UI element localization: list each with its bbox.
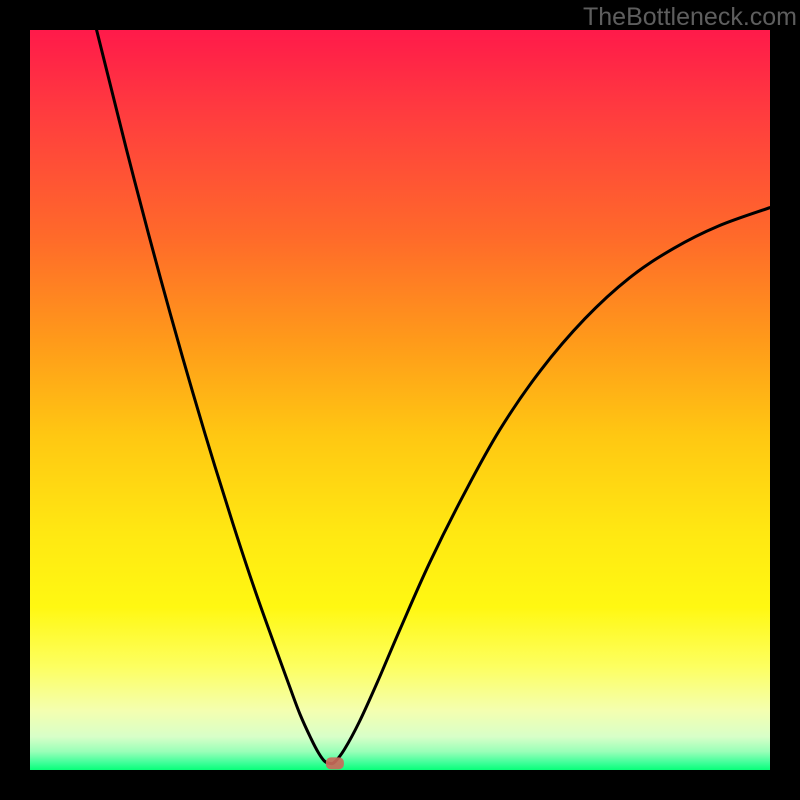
plot-svg <box>30 30 770 770</box>
chart-frame: TheBottleneck.com <box>0 0 800 800</box>
plot-area <box>30 30 770 770</box>
plot-background <box>30 30 770 770</box>
watermark-text: TheBottleneck.com <box>583 3 797 32</box>
optimum-marker <box>326 757 344 769</box>
